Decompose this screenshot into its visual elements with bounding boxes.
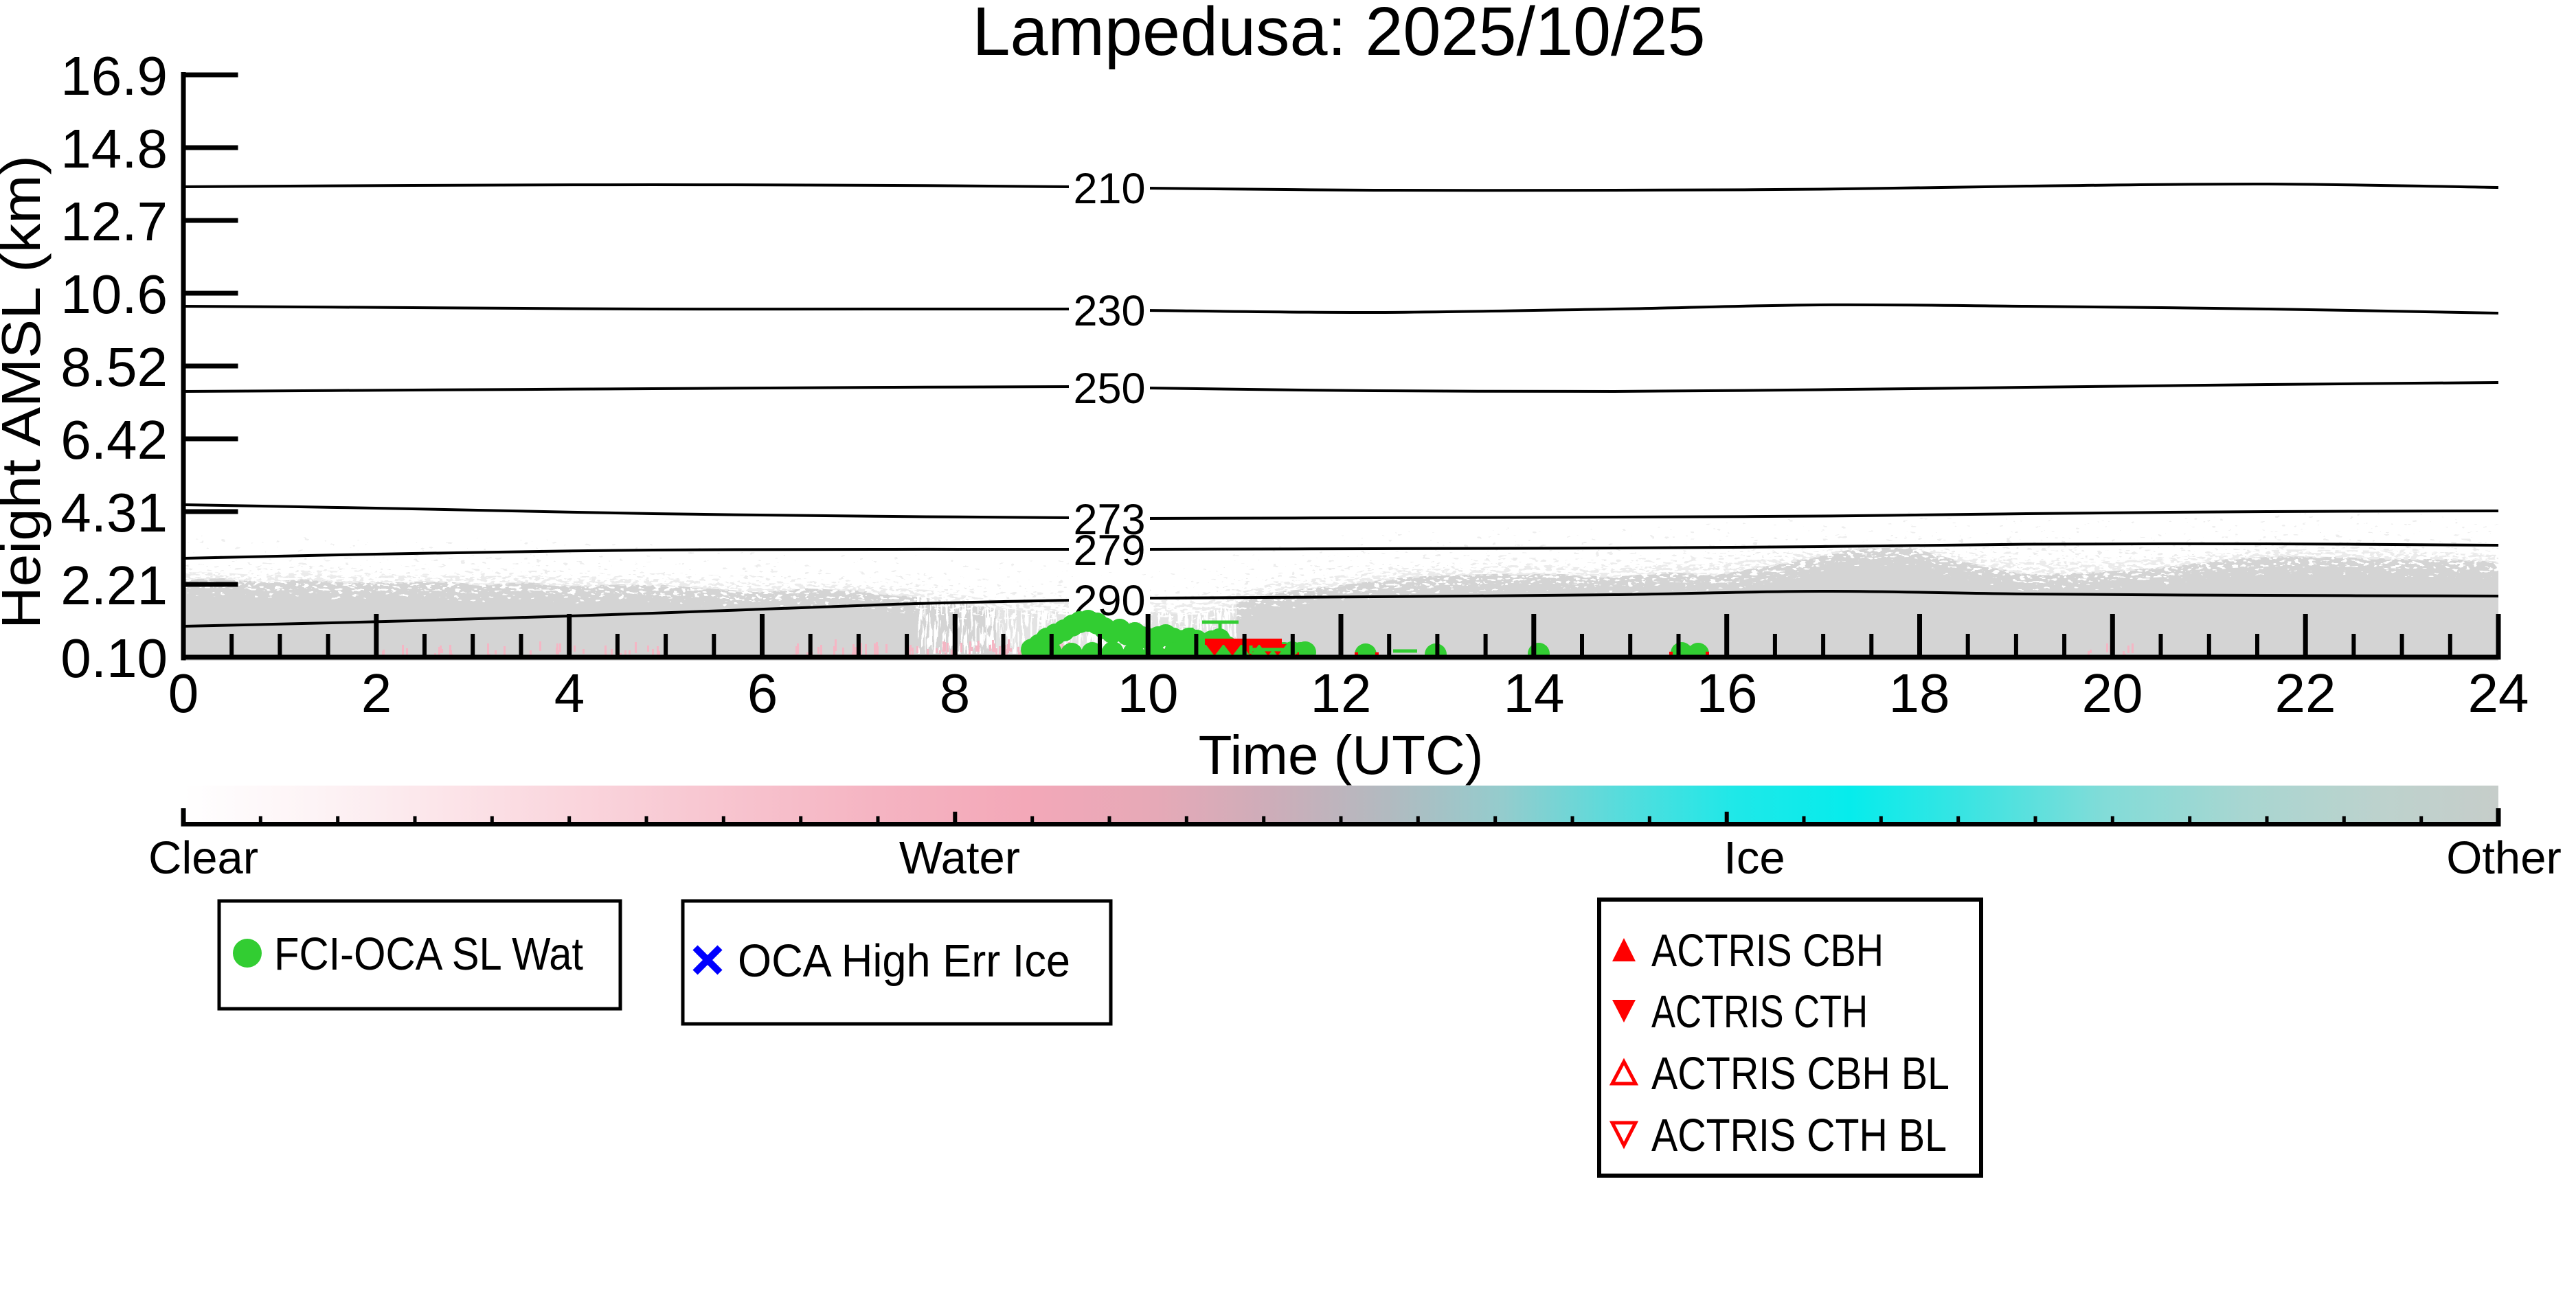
svg-text:FCI-OCA SL Wat: FCI-OCA SL Wat [274, 928, 583, 980]
svg-text:ACTRIS CTH: ACTRIS CTH [1651, 986, 1868, 1038]
svg-text:8.52: 8.52 [60, 336, 168, 398]
svg-text:14.8: 14.8 [60, 118, 168, 179]
svg-text:Lampedusa: 2025/10/25: Lampedusa: 2025/10/25 [973, 0, 1706, 70]
svg-text:Water: Water [899, 832, 1020, 884]
svg-text:Height AMSL (km): Height AMSL (km) [0, 155, 52, 629]
svg-text:4: 4 [554, 663, 585, 724]
svg-text:18: 18 [1889, 663, 1950, 724]
svg-text:24: 24 [2468, 663, 2529, 724]
svg-text:14: 14 [1504, 663, 1565, 724]
svg-text:4.31: 4.31 [60, 482, 168, 543]
svg-text:10.6: 10.6 [60, 264, 168, 325]
svg-text:12.7: 12.7 [60, 191, 168, 252]
svg-text:0: 0 [168, 663, 199, 724]
svg-text:ACTRIS CTH BL: ACTRIS CTH BL [1651, 1110, 1947, 1161]
svg-text:2.21: 2.21 [60, 555, 168, 616]
svg-text:6.42: 6.42 [60, 409, 168, 470]
svg-text:279: 279 [1073, 527, 1145, 575]
svg-text:22: 22 [2275, 663, 2336, 724]
svg-text:Clear: Clear [148, 832, 258, 884]
svg-text:20: 20 [2082, 663, 2143, 724]
svg-text:273: 273 [1073, 496, 1145, 544]
svg-text:Ice: Ice [1724, 832, 1785, 884]
svg-text:12: 12 [1311, 663, 1372, 724]
svg-text:0.10: 0.10 [60, 628, 168, 689]
svg-text:16: 16 [1697, 663, 1758, 724]
svg-text:ACTRIS CBH: ACTRIS CBH [1651, 925, 1884, 976]
svg-text:2: 2 [361, 663, 392, 724]
svg-text:Time (UTC): Time (UTC) [1199, 724, 1484, 786]
svg-text:10: 10 [1118, 663, 1179, 724]
svg-text:16.9: 16.9 [60, 45, 168, 106]
svg-text:ACTRIS CBH BL: ACTRIS CBH BL [1651, 1048, 1950, 1099]
svg-text:250: 250 [1073, 365, 1145, 413]
svg-text:8: 8 [940, 663, 971, 724]
svg-text:Other: Other [2446, 832, 2562, 884]
svg-text:OCA High Err Ice: OCA High Err Ice [738, 935, 1070, 987]
svg-text:210: 210 [1073, 165, 1145, 213]
svg-text:6: 6 [747, 663, 778, 724]
svg-text:230: 230 [1073, 287, 1145, 335]
